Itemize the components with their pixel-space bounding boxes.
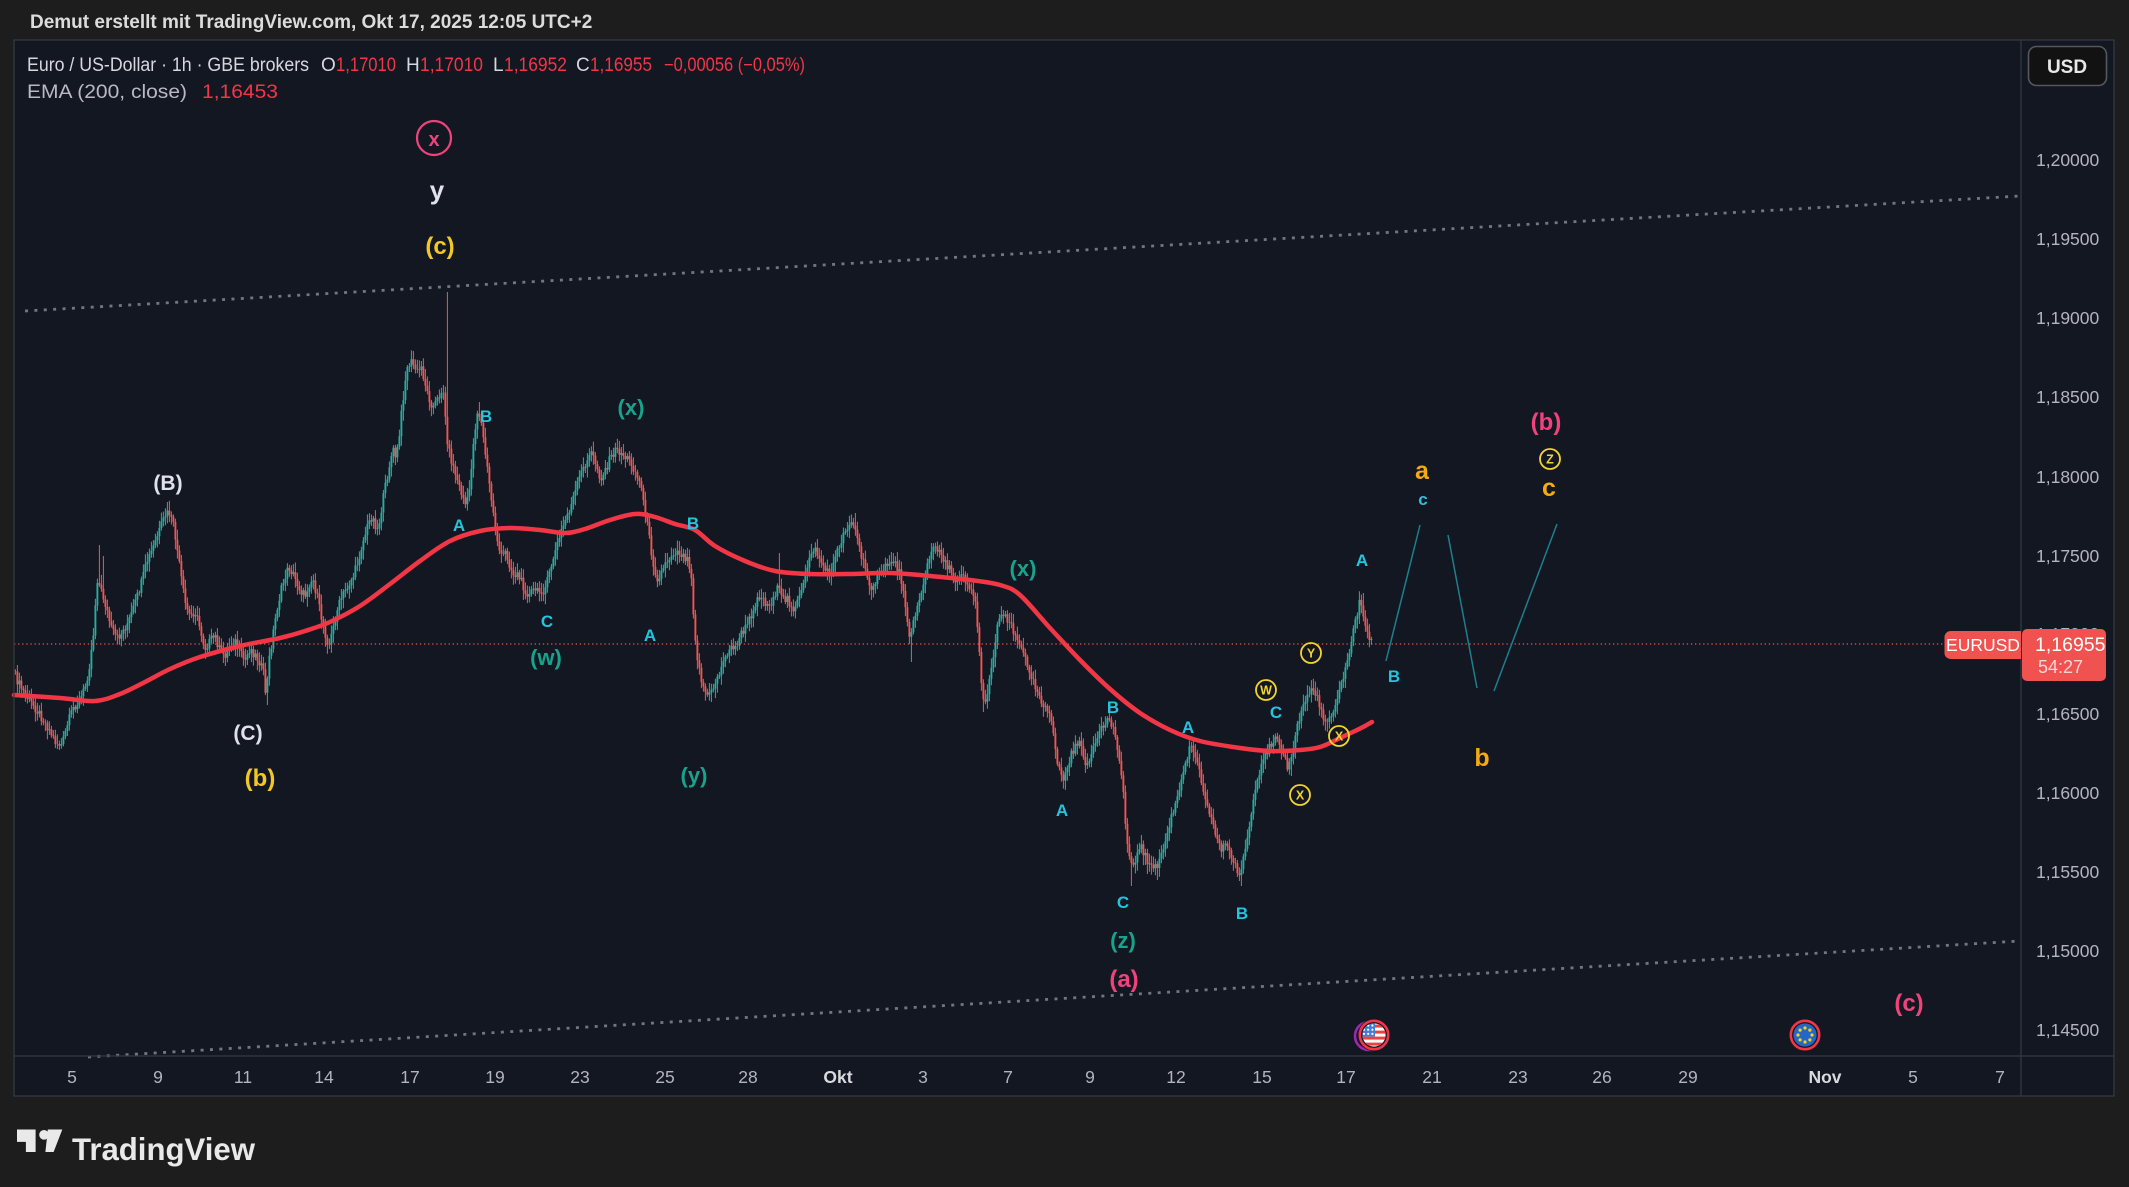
svg-text:Demut erstellt mit TradingView: Demut erstellt mit TradingView.com, Okt … [30,12,592,33]
svg-text:(x): (x) [1010,556,1037,581]
svg-text:B: B [1107,698,1119,717]
svg-text:7: 7 [1003,1067,1013,1087]
svg-text:15: 15 [1252,1067,1271,1087]
svg-text:B: B [1388,667,1400,686]
svg-text:c: c [1418,490,1427,509]
svg-text:(y): (y) [681,763,708,788]
svg-text:7: 7 [1995,1067,2005,1087]
svg-text:1,16955: 1,16955 [2035,634,2106,656]
svg-text:1,15500: 1,15500 [2036,862,2100,882]
svg-text:y: y [430,175,445,205]
svg-text:(B): (B) [153,472,182,495]
svg-text:a: a [1415,457,1430,485]
svg-text:(x): (x) [618,395,645,420]
svg-text:(c): (c) [425,233,454,260]
svg-text:C: C [1270,703,1282,722]
svg-text:23: 23 [570,1067,589,1087]
svg-text:25: 25 [655,1067,674,1087]
svg-text:23: 23 [1508,1067,1527,1087]
svg-text:28: 28 [738,1067,757,1087]
svg-text:54:27: 54:27 [2038,657,2083,677]
svg-text:1,19500: 1,19500 [2036,229,2100,249]
svg-text:A: A [1182,718,1194,737]
svg-text:11: 11 [234,1067,252,1087]
svg-text:17: 17 [1336,1067,1355,1087]
svg-text:(b): (b) [245,765,276,792]
svg-text:USD: USD [2047,57,2087,78]
svg-text:(b): (b) [1531,409,1562,436]
svg-text:c: c [1542,474,1556,502]
svg-text:X: X [1296,789,1305,803]
svg-text:(w): (w) [530,645,562,670]
svg-text:1,19000: 1,19000 [2036,308,2100,328]
svg-text:Okt: Okt [823,1067,852,1087]
svg-text:Euro / US-Dollar · 1h · GBE br: Euro / US-Dollar · 1h · GBE brokers O1,17… [27,55,805,76]
svg-text:C: C [1117,893,1129,912]
svg-text:(a): (a) [1109,966,1138,993]
svg-text:21: 21 [1422,1067,1441,1087]
svg-text:1,16000: 1,16000 [2036,783,2100,803]
svg-text:Z: Z [1546,453,1554,467]
svg-text:B: B [1236,904,1248,923]
svg-text:9: 9 [153,1067,163,1087]
svg-text:(C): (C) [233,722,262,745]
svg-text:14: 14 [314,1067,334,1087]
svg-text:17: 17 [400,1067,419,1087]
svg-text:1,16500: 1,16500 [2036,704,2100,724]
svg-text:Y: Y [1307,647,1316,661]
svg-text:1,14500: 1,14500 [2036,1020,2100,1040]
svg-text:1,18000: 1,18000 [2036,467,2100,487]
svg-text:Nov: Nov [1808,1067,1841,1087]
svg-text:W: W [1260,684,1272,698]
svg-text:1,17500: 1,17500 [2036,546,2100,566]
svg-text:26: 26 [1592,1067,1611,1087]
svg-text:3: 3 [918,1067,928,1087]
svg-text:(z): (z) [1110,928,1136,953]
svg-text:EMA (200, close)1,16453: EMA (200, close) 1,16453 [27,82,278,103]
svg-text:19: 19 [485,1067,504,1087]
svg-text:A: A [453,516,465,535]
svg-text:A: A [1356,551,1368,570]
svg-text:C: C [541,612,553,631]
svg-text:B: B [687,514,699,533]
svg-text:12: 12 [1166,1067,1185,1087]
svg-text:5: 5 [1908,1067,1918,1087]
svg-text:EURUSD: EURUSD [1946,635,2020,655]
svg-text:X: X [1335,730,1344,744]
svg-text:29: 29 [1678,1067,1697,1087]
svg-text:9: 9 [1085,1067,1095,1087]
svg-text:1,18500: 1,18500 [2036,387,2100,407]
svg-text:A: A [644,626,656,645]
svg-text:(c): (c) [1894,990,1923,1017]
svg-text:x: x [428,129,439,151]
svg-text:b: b [1474,744,1489,772]
svg-text:TradingView: TradingView [72,1131,255,1167]
svg-text:1,20000: 1,20000 [2036,150,2100,170]
svg-text:A: A [1056,801,1068,820]
svg-text:1,15000: 1,15000 [2036,941,2100,961]
svg-text:5: 5 [67,1067,77,1087]
svg-text:B: B [480,407,492,426]
